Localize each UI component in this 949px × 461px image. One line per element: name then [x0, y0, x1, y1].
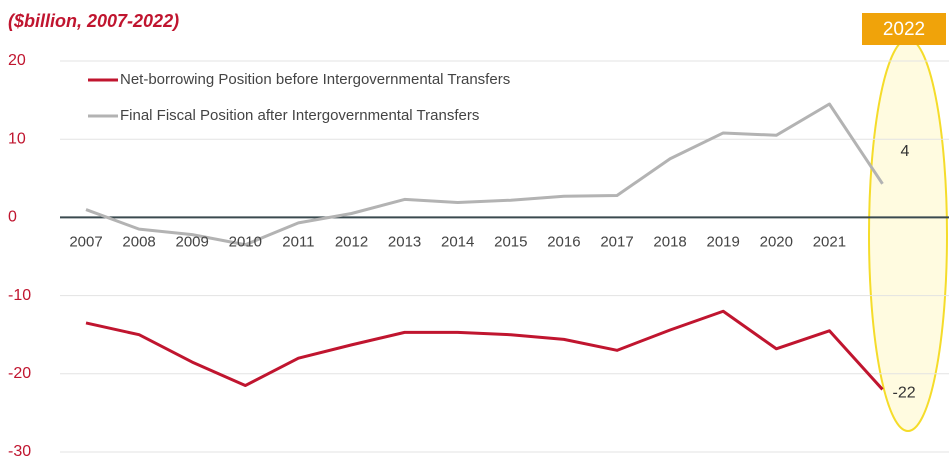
x-tick-label: 2021: [813, 233, 846, 250]
line-series: [85, 309, 884, 391]
x-tick-label: 2011: [282, 233, 314, 250]
y-tick-label: 0: [8, 209, 17, 226]
y-tick-label: -20: [8, 365, 31, 382]
x-tick-label: 2015: [494, 233, 527, 250]
legend-label: Net-borrowing Position before Intergover…: [120, 71, 510, 88]
x-tick-label: 2007: [69, 233, 102, 250]
x-tick-label: 2008: [122, 233, 155, 250]
data-label: -22: [893, 385, 916, 402]
plot: [85, 102, 884, 391]
x-tick-label: 2013: [388, 233, 421, 250]
line-series: [85, 102, 884, 247]
x-tick-label: 2009: [176, 233, 209, 250]
chart-subtitle: ($billion, 2007-2022): [8, 11, 179, 31]
x-tick-label: 2017: [600, 233, 633, 250]
x-tick-label: 2018: [653, 233, 686, 250]
y-tick-label: -10: [8, 287, 31, 304]
x-tick-label: 2014: [441, 233, 474, 250]
highlight-ellipse: [868, 38, 948, 432]
x-tick-label: 2012: [335, 233, 368, 250]
highlight-label: 2022: [883, 19, 925, 40]
x-tick-label: 2010: [229, 233, 262, 250]
x-tick-label: 2020: [760, 233, 793, 250]
x-tick-label: 2019: [707, 233, 740, 250]
grid: [60, 60, 949, 453]
y-tick-label: 10: [8, 130, 26, 147]
data-label: 4: [901, 143, 910, 160]
legend-label: Final Fiscal Position after Intergovernm…: [120, 107, 479, 124]
highlight-box: [862, 13, 946, 45]
y-tick-label: 20: [8, 52, 26, 69]
y-tick-label: -30: [8, 443, 31, 460]
x-tick-label: 2016: [547, 233, 580, 250]
